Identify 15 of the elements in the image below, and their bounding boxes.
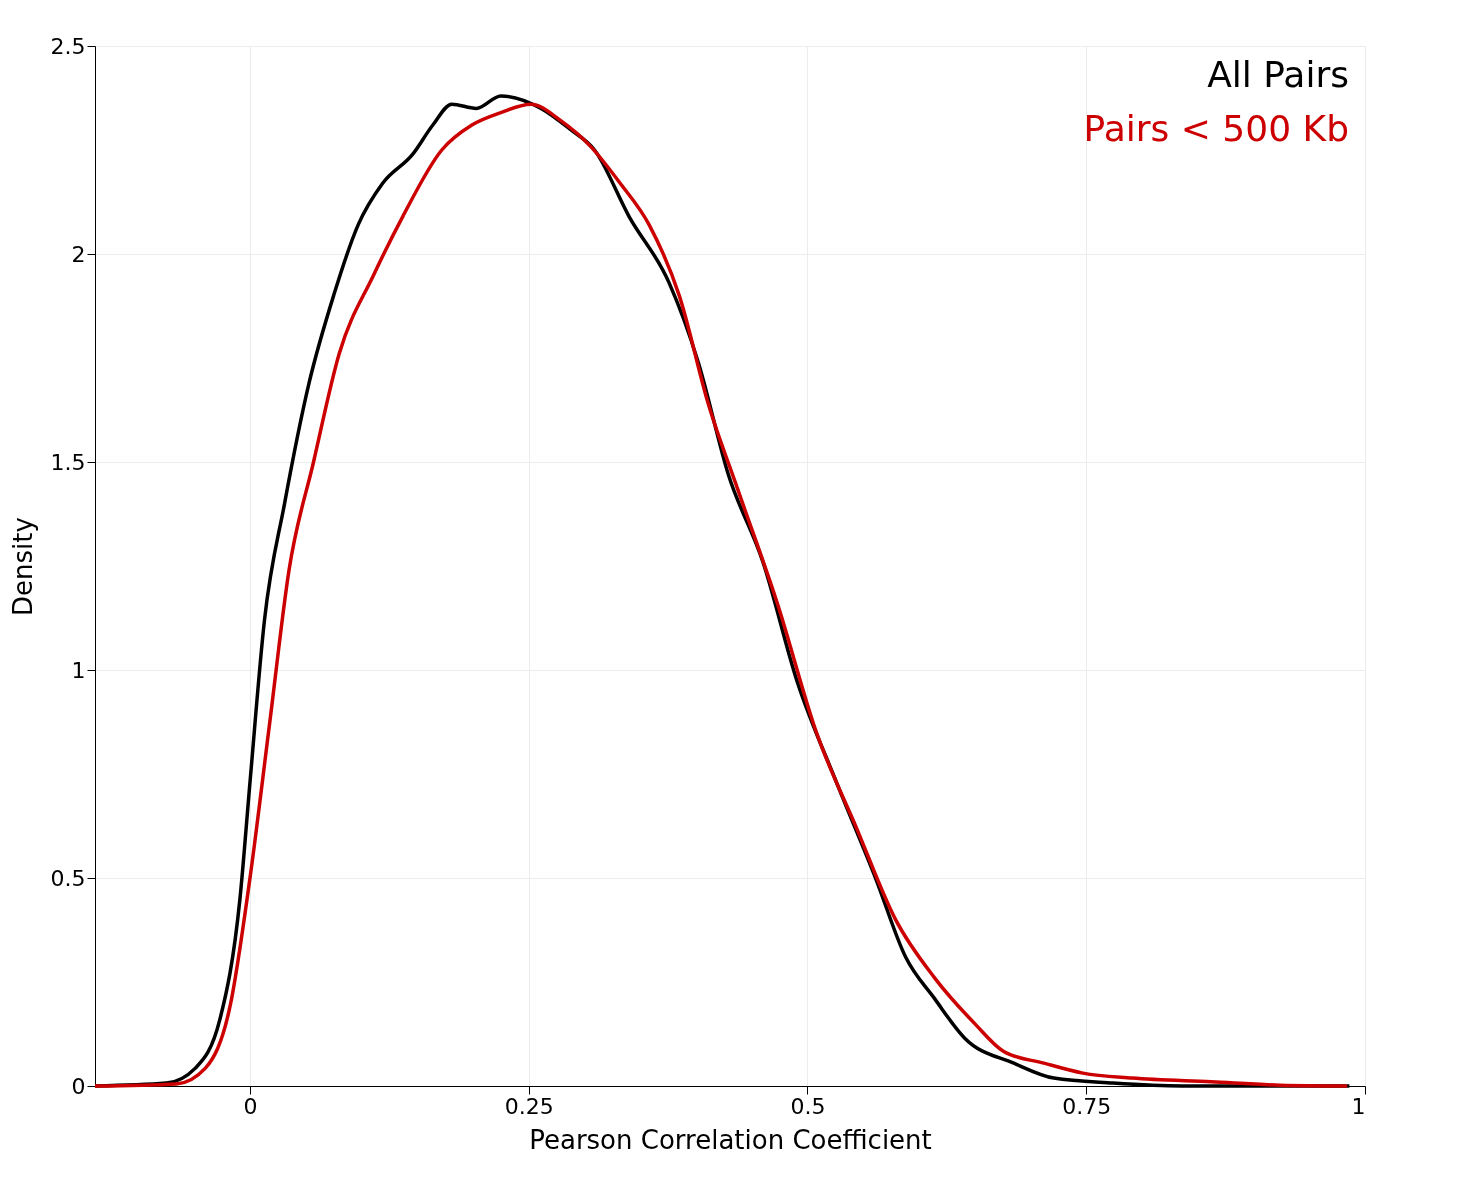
x-tick-label: 1	[1351, 1093, 1366, 1119]
y-tick-label: 0	[71, 1073, 86, 1099]
x-tick-label: 0.25	[504, 1093, 554, 1119]
x-tick-label: 0.75	[1062, 1093, 1112, 1119]
y-tick-label: 1.5	[50, 449, 86, 475]
y-tick-label: 0.5	[50, 865, 86, 891]
x-tick-label: 0	[243, 1093, 258, 1119]
y-axis-title: Density	[7, 517, 38, 616]
y-tick-label: 1	[71, 657, 86, 683]
text: All Pairs	[1207, 54, 1349, 95]
y-tick-label: 2.5	[50, 33, 86, 59]
y-tick-label: 2	[71, 241, 86, 267]
x-tick-label: 0.5	[790, 1093, 826, 1119]
x-axis-title: Pearson Correlation Coefficient	[529, 1124, 932, 1155]
text: Pairs < 500 Kb	[1083, 108, 1349, 149]
